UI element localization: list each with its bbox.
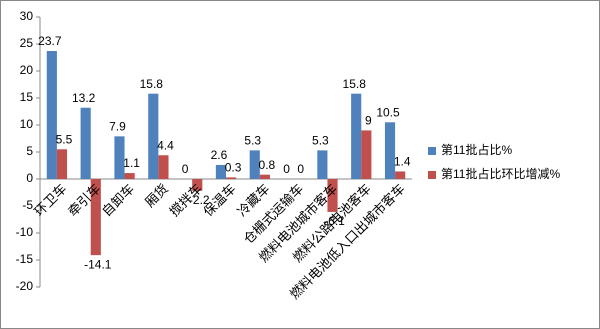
bar [384,122,396,179]
data-label: 0 [283,162,290,176]
data-label: -2.2 [189,193,210,207]
bar [351,93,362,179]
data-label: 23.7 [38,34,62,48]
y-tick-label: 15 [20,90,34,104]
bar [90,179,101,256]
data-label: 9 [365,114,372,128]
bar [249,150,260,179]
bar [317,150,328,179]
bar [259,174,270,179]
y-tick-label: 30 [20,9,34,23]
data-label: 7.9 [109,120,126,134]
bar [158,155,169,179]
y-tick-label: -20 [16,279,34,293]
bar [192,179,203,191]
y-tick-label: 0 [26,171,33,185]
data-label: 13.2 [72,91,96,105]
y-tick-label: 5 [26,144,33,158]
bar [80,107,91,179]
data-label: 5.5 [56,132,73,146]
data-label: 2.6 [211,148,228,162]
data-label: 5.3 [244,134,261,148]
legend-swatch [428,147,436,155]
data-label: 1.4 [394,155,411,169]
bar [56,149,68,179]
legend-label: 第11批占比环比增减% [441,166,560,181]
bar [395,171,406,179]
bar [114,136,125,179]
bar [46,51,57,179]
data-label: 5.3 [312,134,329,148]
data-label: 0 [182,162,189,176]
data-label: -14.1 [84,257,112,271]
bar [215,164,226,179]
data-label: -6.1 [324,214,345,228]
y-tick-label: -5 [22,198,33,212]
y-tick-label: 25 [20,36,34,50]
y-tick-label: -10 [16,225,34,239]
legend-swatch [428,171,436,179]
y-tick-label: 20 [20,63,34,77]
data-label: 10.5 [376,105,400,119]
bar [327,179,338,212]
data-label: 4.4 [157,138,174,152]
bar [148,93,159,179]
legend-label: 第11批占比% [441,142,512,157]
y-tick-label: 10 [20,117,34,131]
y-tick-label: -15 [16,252,34,266]
data-label: 0 [297,162,304,176]
bar [124,173,135,179]
data-label: 15.8 [343,77,367,91]
data-label: 15.8 [140,77,164,91]
data-label: 0.8 [259,158,276,172]
bar [226,177,237,179]
data-label: 0.3 [225,161,242,175]
data-label: 1.1 [123,156,140,170]
bar [361,130,372,179]
